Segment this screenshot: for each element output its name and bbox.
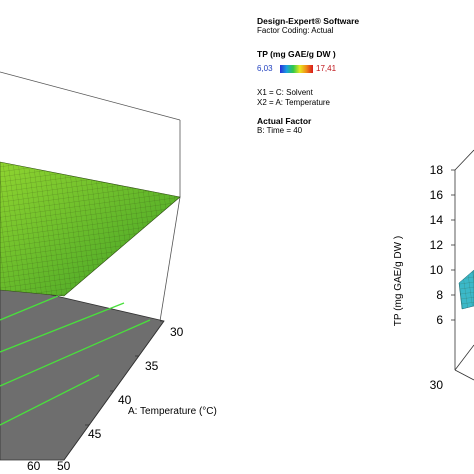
box-edge xyxy=(454,149,474,171)
x-tick-label: 45 xyxy=(88,427,102,441)
x-axis-ticks xyxy=(60,320,164,461)
x-tick-label: 40 xyxy=(118,393,132,407)
z-tick-label: 18 xyxy=(430,163,444,177)
x-axis-label: A: Temperature (°C) xyxy=(128,406,217,417)
color-scale-max: 17,41 xyxy=(316,64,337,73)
x-tick-label: 35 xyxy=(145,359,159,373)
response-name: TP (mg GAE/g DW ) xyxy=(257,49,336,59)
response-surface-mesh xyxy=(0,161,181,297)
color-scale-bar xyxy=(280,65,313,73)
x-tick-label: 30 xyxy=(430,378,444,392)
actual-factor-title: Actual Factor xyxy=(257,116,312,126)
x-axis-line xyxy=(63,320,165,461)
factor-x2: X2 = A: Temperature xyxy=(257,98,331,107)
z-tick-label: 16 xyxy=(430,188,444,202)
contour-line xyxy=(0,374,100,426)
box-edge xyxy=(454,369,474,381)
x-tick-label: 30 xyxy=(170,325,184,339)
actual-factor-value: B: Time = 40 xyxy=(257,126,303,135)
software-title: Design-Expert® Software xyxy=(257,16,360,26)
box-edge xyxy=(159,196,181,322)
z-axis-ticks xyxy=(451,169,455,321)
response-surface-mesh xyxy=(459,270,474,309)
y-tick-label: 60 xyxy=(27,459,41,473)
factor-coding: Factor Coding: Actual xyxy=(257,26,334,35)
z-tick-label: 6 xyxy=(436,313,443,327)
z-axis-label: TP (mg GAE/g DW ) xyxy=(393,236,404,326)
legend-panel: Design-Expert® Software Factor Coding: A… xyxy=(257,16,457,136)
contour-line xyxy=(0,295,59,321)
color-scale-min: 6,03 xyxy=(257,64,273,73)
box-edge xyxy=(0,71,181,121)
factor-x1: X1 = C: Solvent xyxy=(257,88,313,97)
z-tick-label: 12 xyxy=(430,238,444,252)
z-tick-label: 14 xyxy=(430,213,444,227)
z-tick-label: 10 xyxy=(430,263,444,277)
right-surface-plot: 18 16 14 12 10 8 6 30 TP (mg GAE/g DW ) xyxy=(393,149,474,392)
z-tick-label: 8 xyxy=(436,288,443,302)
left-surface-plot: 30 35 40 45 50 60 A: Temperature (°C) xyxy=(0,71,217,473)
box-edge xyxy=(454,344,474,371)
contour-line xyxy=(0,302,125,353)
contour-line xyxy=(0,319,151,387)
x-tick-label: 50 xyxy=(57,459,71,473)
color-scale: 6,03 17,41 xyxy=(257,63,457,75)
